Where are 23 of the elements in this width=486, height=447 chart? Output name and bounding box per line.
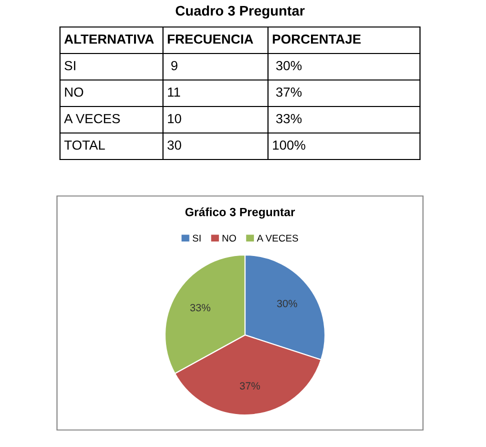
text: FRECUENCIA [168, 34, 254, 44]
text: TOTAL [64, 140, 105, 150]
text: SI [64, 60, 76, 70]
legend-label: SI [192, 234, 201, 242]
text: ALTERNATIVA [64, 34, 154, 44]
text: NO [65, 87, 84, 97]
text: PORCENTAJE [272, 34, 361, 44]
text: 37% [276, 87, 302, 97]
legend-label: NO [222, 234, 236, 242]
text: 9 [171, 60, 178, 70]
data-label: 30% [277, 300, 298, 308]
text: 10 [168, 114, 182, 124]
data-label: 37% [240, 382, 260, 390]
text: 11 [168, 88, 180, 97]
text: 30% [276, 60, 302, 70]
text: 100% [273, 140, 306, 150]
legend-label: A VECES [256, 234, 298, 242]
text: A VECES [64, 114, 120, 124]
chart-title: Gráfico 3 Preguntar [185, 207, 295, 219]
text: 33% [276, 114, 302, 124]
text: Cuadro 3 Preguntar [176, 5, 305, 19]
text: 30 [168, 140, 182, 150]
data-label: 33% [190, 304, 210, 312]
